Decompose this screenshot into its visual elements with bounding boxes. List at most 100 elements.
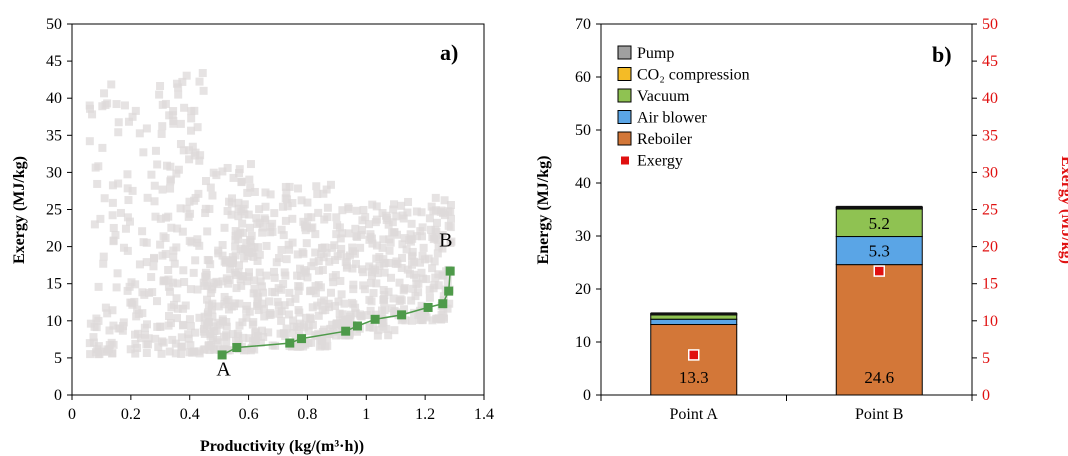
background-point <box>403 208 412 217</box>
background-point <box>108 211 117 220</box>
x-tick-label: 1.4 <box>474 406 494 423</box>
right-y-tick-label: 20 <box>982 239 998 256</box>
background-point <box>195 347 204 356</box>
background-point <box>94 282 103 291</box>
background-point <box>234 198 243 207</box>
background-point <box>161 234 170 243</box>
background-point <box>351 259 360 268</box>
background-point <box>170 259 179 268</box>
background-point <box>259 333 268 342</box>
background-point <box>157 349 166 358</box>
background-point <box>425 293 434 302</box>
bar-value-label: 24.6 <box>864 368 894 387</box>
background-point <box>379 285 388 294</box>
background-point <box>366 306 375 315</box>
right-y-axis-title: Exergy (MJ/kg) <box>1058 156 1068 264</box>
background-point <box>403 265 412 274</box>
background-point <box>319 253 328 262</box>
background-point <box>236 244 245 253</box>
legend-swatch <box>617 67 632 81</box>
bar-segment <box>650 318 738 326</box>
background-point <box>250 187 259 196</box>
bar-segment <box>835 264 923 396</box>
background-point <box>168 278 177 287</box>
background-point <box>368 239 377 248</box>
background-point <box>85 104 94 113</box>
background-point <box>318 243 327 252</box>
background-point <box>172 294 181 303</box>
background-point <box>389 205 398 214</box>
frontier-point <box>297 334 307 344</box>
background-point <box>94 162 103 171</box>
background-point <box>145 288 154 297</box>
background-point <box>119 243 128 252</box>
background-point <box>319 189 328 198</box>
background-point <box>123 213 132 222</box>
background-point <box>373 331 382 340</box>
x-axis-ticks: 0 0.2 0.4 0.6 0.8 1 1.2 1.4 <box>68 395 494 423</box>
background-point <box>266 190 275 199</box>
background-point <box>294 286 303 295</box>
background-point <box>169 107 178 116</box>
background-point <box>230 302 239 311</box>
background-point <box>306 286 315 295</box>
background-point <box>124 117 133 126</box>
background-point <box>358 226 367 235</box>
background-point <box>307 262 316 271</box>
background-point <box>212 335 221 344</box>
background-point <box>400 305 409 314</box>
background-point <box>390 326 399 335</box>
background-point <box>323 213 332 222</box>
exergy-marker <box>688 349 700 361</box>
background-point <box>185 348 194 357</box>
background-point <box>438 271 447 280</box>
right-y-tick-label: 30 <box>982 164 998 181</box>
background-point <box>257 326 266 335</box>
background-point <box>159 277 168 286</box>
background-point <box>342 253 351 262</box>
background-point <box>288 199 297 208</box>
background-point <box>250 284 259 293</box>
background-point <box>151 334 160 343</box>
bar-value-label: 5.2 <box>869 214 890 233</box>
background-point <box>89 333 98 342</box>
background-point <box>288 214 297 223</box>
background-point <box>179 266 188 275</box>
background-point <box>173 224 182 233</box>
background-point <box>185 236 194 245</box>
background-point <box>348 264 357 273</box>
right-y-tick-label: 0 <box>982 387 990 404</box>
panel-label: a) <box>440 40 458 65</box>
y-tick-label: 70 <box>575 16 591 33</box>
background-point <box>168 335 177 344</box>
background-point <box>269 267 278 276</box>
background-point <box>288 238 297 247</box>
x-tick-label: 0.4 <box>180 406 200 423</box>
background-point <box>304 339 313 348</box>
background-point <box>220 300 229 309</box>
background-point <box>381 211 390 220</box>
background-point <box>409 270 418 279</box>
background-point <box>238 272 247 281</box>
background-point <box>261 216 270 225</box>
background-point <box>123 286 132 295</box>
background-point <box>280 301 289 310</box>
background-point <box>282 324 291 333</box>
right-y-tick-label: 5 <box>982 350 990 367</box>
x-axis-title: Productivity (kg/(m³·h)) <box>200 438 364 455</box>
right-y-tick-label: 50 <box>982 16 998 33</box>
background-point <box>304 321 313 330</box>
background-point <box>337 290 346 299</box>
background-point <box>224 295 233 304</box>
background-point <box>377 319 386 328</box>
background-point <box>206 260 215 269</box>
background-point <box>121 224 130 233</box>
background-point <box>128 112 137 121</box>
y-tick-label: 50 <box>575 122 591 139</box>
background-point <box>431 234 440 243</box>
background-point <box>85 137 94 146</box>
background-point <box>131 330 140 339</box>
background-point <box>253 300 262 309</box>
background-point <box>434 314 443 323</box>
background-point <box>238 219 247 228</box>
